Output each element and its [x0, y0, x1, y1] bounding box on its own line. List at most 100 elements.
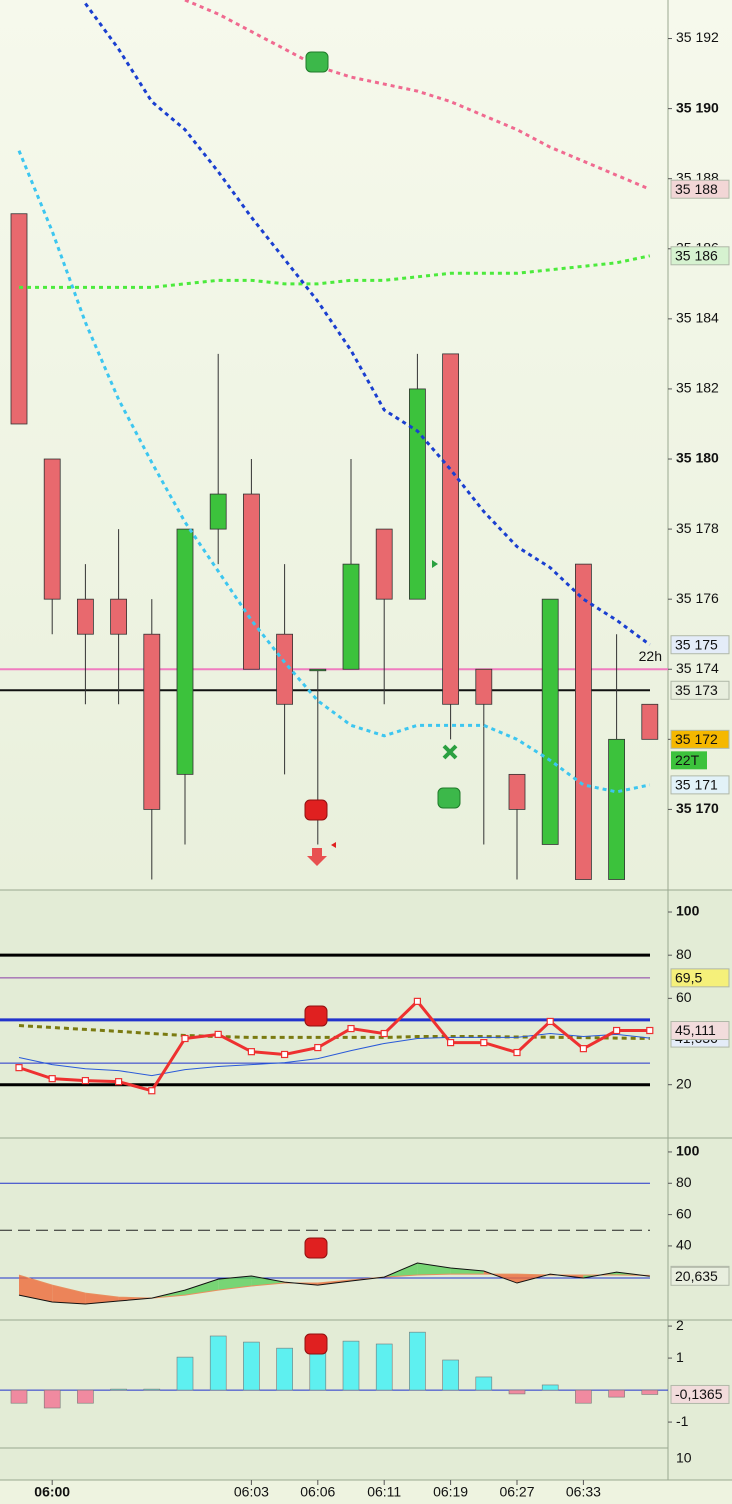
- line-marker: [114, 1078, 123, 1086]
- line-marker: [579, 1045, 588, 1053]
- panel: [0, 0, 668, 880]
- x-axis-band: [0, 1480, 732, 1504]
- bar: [143, 1388, 161, 1391]
- line-marker: [181, 1034, 189, 1043]
- line-marker: [148, 1087, 156, 1095]
- line-marker: [81, 1076, 90, 1085]
- candle-body: [541, 598, 559, 845]
- panel: [0, 1182, 650, 1305]
- line-marker: [380, 1029, 388, 1038]
- bar: [276, 1347, 293, 1391]
- x-tick-label: 06:19: [433, 1484, 468, 1500]
- bar: [608, 1389, 625, 1398]
- y-tick-label: 60: [676, 989, 692, 1005]
- line-marker: [314, 1043, 322, 1052]
- indicator-line: [18, 1273, 650, 1299]
- y-tick-label: -1: [676, 1413, 689, 1429]
- y-tick-label: 60: [676, 1205, 692, 1221]
- indicator-line: [17, 150, 651, 794]
- candle-body: [242, 493, 260, 670]
- line-marker: [480, 1038, 488, 1047]
- indicator-line: [18, 1033, 650, 1077]
- timer-bg: [671, 751, 707, 770]
- line-marker: [646, 1026, 654, 1035]
- level-label: 22h: [639, 648, 662, 664]
- bar: [641, 1389, 659, 1395]
- candle-body: [442, 353, 460, 705]
- candle-body: [209, 493, 227, 530]
- bar: [10, 1389, 28, 1404]
- candle-body: [641, 703, 659, 740]
- candle-body: [276, 633, 294, 705]
- price-badge: 35 172: [675, 731, 718, 747]
- value-badge-bg: [670, 246, 730, 266]
- candle-body: [508, 773, 526, 810]
- indicator-line: [19, 254, 651, 289]
- timer-label: 22T: [675, 752, 700, 768]
- line-marker: [281, 1050, 289, 1059]
- line-marker: [447, 1038, 455, 1047]
- price-badge-bg: [670, 729, 730, 749]
- y-tick-label: 2: [676, 1317, 684, 1333]
- footer-label: 10: [676, 1450, 692, 1466]
- y-tick-label: 35 178: [676, 520, 719, 536]
- indicator-line: [84, 2, 651, 646]
- bar: [77, 1389, 94, 1404]
- line-marker: [48, 1075, 56, 1083]
- x-tick-label: 06:33: [566, 1484, 601, 1500]
- bar: [375, 1343, 393, 1391]
- x-tick-label: 06:03: [234, 1484, 269, 1500]
- y-tick-label: 80: [676, 1174, 692, 1190]
- bar: [442, 1359, 459, 1391]
- line-marker: [347, 1024, 355, 1033]
- value-badge-bg: [670, 1384, 730, 1404]
- y-tick-label: 35 184: [676, 310, 719, 326]
- panel: [0, 1331, 668, 1409]
- y-tick-label: 35 170: [676, 800, 719, 816]
- y-tick-label: 35 182: [676, 380, 719, 396]
- line-marker: [15, 1064, 23, 1072]
- y-tick-label: 40: [676, 1237, 692, 1253]
- area-fill: [85, 1293, 119, 1305]
- indicator-panels: [0, 890, 732, 1480]
- bar: [110, 1388, 127, 1391]
- indicator-line: [184, 0, 651, 191]
- candle-body: [375, 528, 393, 600]
- value-badge-bg: [670, 775, 730, 795]
- y-tick-label: 35 192: [676, 29, 719, 45]
- candle-body: [143, 633, 161, 810]
- value-badge-bg: [670, 1021, 730, 1041]
- bar: [508, 1389, 526, 1395]
- y-tick-label: 35 176: [676, 590, 719, 606]
- candle-body: [176, 528, 194, 775]
- bar: [243, 1341, 260, 1391]
- level-badge-bg: [670, 968, 730, 988]
- bar: [541, 1384, 559, 1391]
- y-tick-label: 1: [676, 1349, 684, 1365]
- value-badge: 20,635: [675, 1268, 718, 1284]
- line-marker: [513, 1048, 521, 1057]
- y-tick-label: 35 174: [676, 660, 719, 676]
- y-tick-label: 80: [676, 946, 692, 962]
- bar: [43, 1389, 61, 1409]
- bar: [176, 1356, 194, 1391]
- area-fill: [19, 1275, 53, 1302]
- level-badge: 35 173: [675, 682, 718, 698]
- area-fill: [417, 1262, 451, 1276]
- value-badge-bg: [670, 635, 730, 655]
- x-tick-label: 06:11: [367, 1484, 401, 1500]
- line-marker: [247, 1048, 255, 1056]
- bar: [309, 1350, 327, 1391]
- value-badge: 35 188: [675, 181, 718, 197]
- x-tick-label: 06:27: [499, 1484, 534, 1500]
- candle-body: [475, 668, 493, 705]
- candle-body: [110, 598, 127, 635]
- value-badge: 35 186: [675, 247, 718, 263]
- level-badge-bg: [670, 680, 730, 700]
- level-badge: 69,5: [675, 970, 702, 986]
- bar: [342, 1340, 360, 1391]
- value-badge-bg: [670, 1266, 730, 1286]
- x-tick-label: 06:06: [300, 1484, 335, 1500]
- y-tick-label: 100: [676, 1143, 700, 1159]
